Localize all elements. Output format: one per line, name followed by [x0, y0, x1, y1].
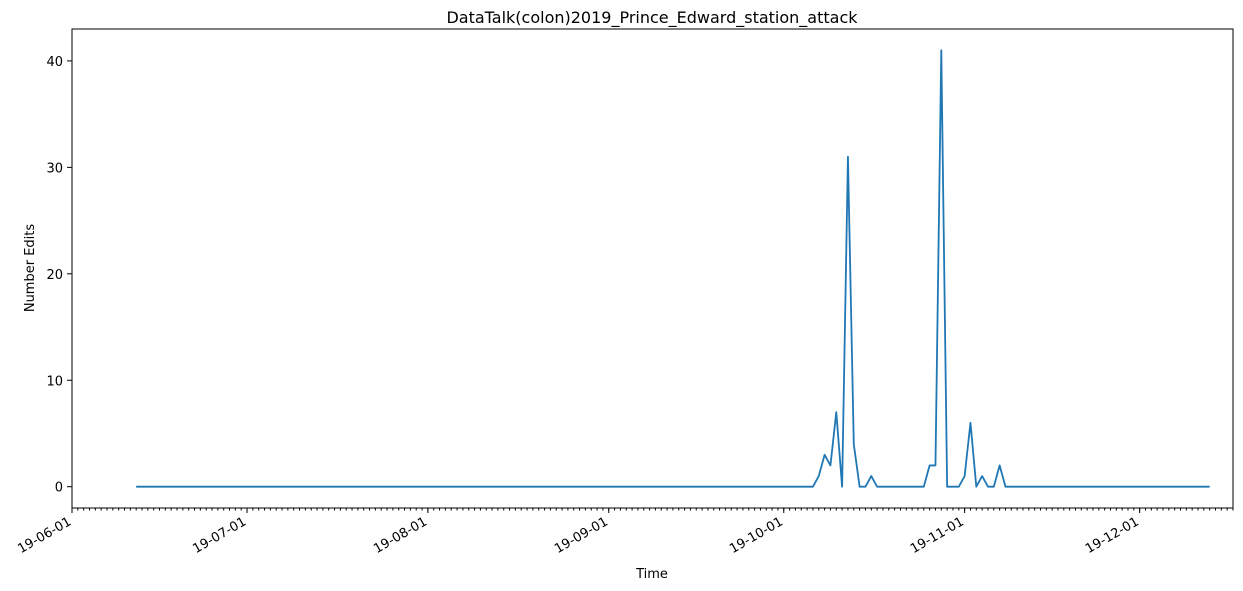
- x-tick-label: 19-10-01: [727, 514, 786, 556]
- plot-frame: [71, 28, 1234, 509]
- y-tick-label: 0: [55, 481, 63, 496]
- y-tick-label: 10: [46, 374, 63, 389]
- y-axis-label: Number Edits: [23, 224, 38, 313]
- x-axis-label: Time: [635, 567, 668, 582]
- y-tick-label: 20: [46, 268, 63, 283]
- y-tick-label: 30: [46, 161, 63, 176]
- chart-title: DataTalk(colon)2019_Prince_Edward_statio…: [446, 8, 858, 28]
- x-tick-label: 19-08-01: [371, 514, 430, 556]
- y-tick-label: 40: [46, 55, 63, 70]
- x-tick-label: 19-11-01: [908, 514, 967, 556]
- x-axis: 19-06-01 19-07-01 19-08-01 19-09-01 19-10-01…: [15, 508, 1234, 557]
- x-tick-label: 19-12-01: [1083, 514, 1142, 556]
- x-tick-label: 19-07-01: [190, 514, 249, 556]
- x-tick-label: 19-06-01: [15, 514, 74, 556]
- series-layer: [136, 49, 1210, 488]
- x-tick-label: 19-09-01: [552, 514, 611, 556]
- series-line: [136, 49, 1210, 488]
- y-axis: 0 10 20 30 40: [46, 55, 72, 496]
